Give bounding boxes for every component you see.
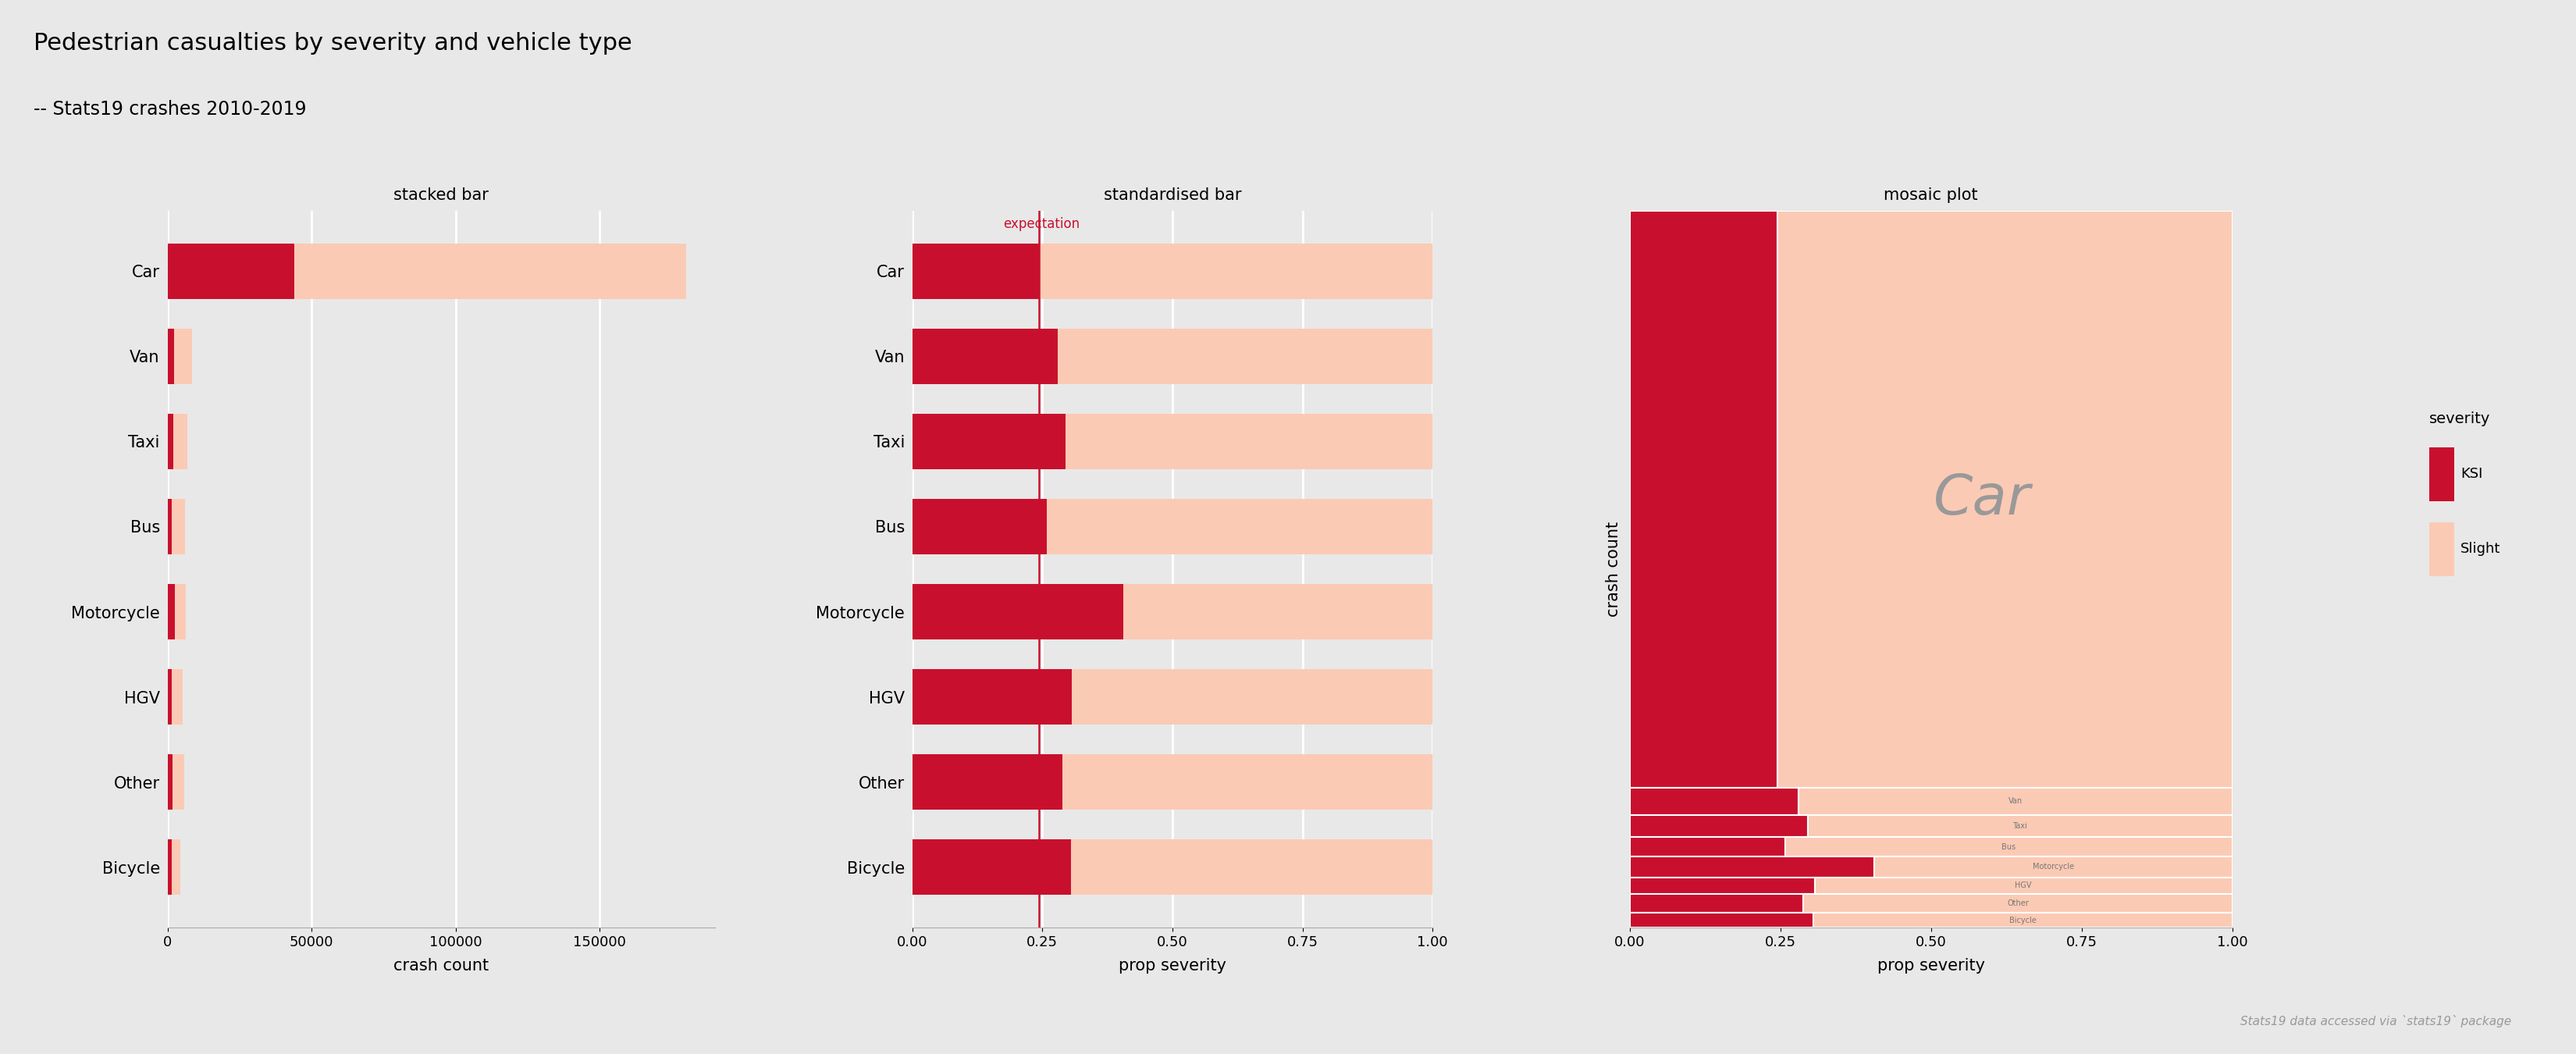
Bar xyxy=(912,414,1066,469)
Bar xyxy=(173,840,180,895)
Bar xyxy=(1631,837,1785,857)
Bar xyxy=(1803,894,2233,913)
Bar xyxy=(912,499,1046,554)
Bar xyxy=(1072,840,1432,895)
Text: severity: severity xyxy=(2429,411,2491,426)
Bar xyxy=(1777,211,2233,787)
Bar xyxy=(1808,815,2233,837)
Bar xyxy=(912,755,1061,809)
Bar xyxy=(1072,669,1432,724)
Bar xyxy=(1814,877,2233,894)
Bar xyxy=(167,584,175,640)
Text: Van: Van xyxy=(2009,798,2022,805)
Text: Bicycle: Bicycle xyxy=(2009,916,2038,924)
Bar xyxy=(1046,499,1432,554)
Text: KSI: KSI xyxy=(2460,467,2483,481)
Title: mosaic plot: mosaic plot xyxy=(1883,188,1978,203)
Bar xyxy=(912,243,1041,298)
Bar xyxy=(173,669,183,724)
Bar xyxy=(167,755,173,809)
Text: Car: Car xyxy=(1935,472,2030,526)
Bar xyxy=(167,499,173,554)
Bar xyxy=(1798,787,2233,815)
Bar xyxy=(167,329,175,384)
Text: -- Stats19 crashes 2010-2019: -- Stats19 crashes 2010-2019 xyxy=(33,100,307,119)
Bar xyxy=(1631,211,1777,787)
Bar xyxy=(175,584,185,640)
Text: expectation: expectation xyxy=(1002,217,1079,231)
Bar xyxy=(1631,894,1803,913)
Text: Stats19 data accessed via `stats19` package: Stats19 data accessed via `stats19` pack… xyxy=(2241,1015,2512,1028)
X-axis label: prop severity: prop severity xyxy=(1878,958,1986,974)
Text: Bus: Bus xyxy=(2002,843,2017,851)
Y-axis label: crash count: crash count xyxy=(1605,522,1620,617)
Title: stacked bar: stacked bar xyxy=(394,188,489,203)
Bar xyxy=(167,840,173,895)
Bar xyxy=(912,329,1059,384)
Title: standardised bar: standardised bar xyxy=(1103,188,1242,203)
X-axis label: crash count: crash count xyxy=(394,958,489,974)
Bar xyxy=(1631,913,1814,928)
Bar xyxy=(1061,755,1432,809)
Bar xyxy=(1875,857,2233,877)
Bar xyxy=(294,243,685,298)
Bar xyxy=(2429,447,2455,501)
Bar xyxy=(1123,584,1432,640)
Text: Pedestrian casualties by severity and vehicle type: Pedestrian casualties by severity and ve… xyxy=(33,32,631,54)
Bar xyxy=(175,329,193,384)
Bar xyxy=(167,243,294,298)
Text: Motorcycle: Motorcycle xyxy=(2032,863,2074,871)
Bar xyxy=(912,669,1072,724)
Text: Other: Other xyxy=(2007,899,2030,907)
Text: Taxi: Taxi xyxy=(2012,822,2027,829)
Bar xyxy=(912,584,1123,640)
Bar xyxy=(173,499,185,554)
Bar xyxy=(1066,414,1432,469)
Bar xyxy=(1041,243,1432,298)
Bar xyxy=(1814,913,2233,928)
Bar xyxy=(1631,815,1808,837)
X-axis label: prop severity: prop severity xyxy=(1118,958,1226,974)
Bar xyxy=(173,414,188,469)
Bar xyxy=(1631,877,1814,894)
Bar xyxy=(2429,523,2455,577)
Bar xyxy=(1059,329,1432,384)
Bar xyxy=(1631,857,1875,877)
Text: Slight: Slight xyxy=(2460,542,2501,557)
Bar xyxy=(173,755,185,809)
Bar xyxy=(1785,837,2233,857)
Bar xyxy=(167,669,173,724)
Bar xyxy=(912,840,1072,895)
Text: HGV: HGV xyxy=(2014,881,2032,890)
Bar xyxy=(167,414,173,469)
Bar xyxy=(1631,787,1798,815)
